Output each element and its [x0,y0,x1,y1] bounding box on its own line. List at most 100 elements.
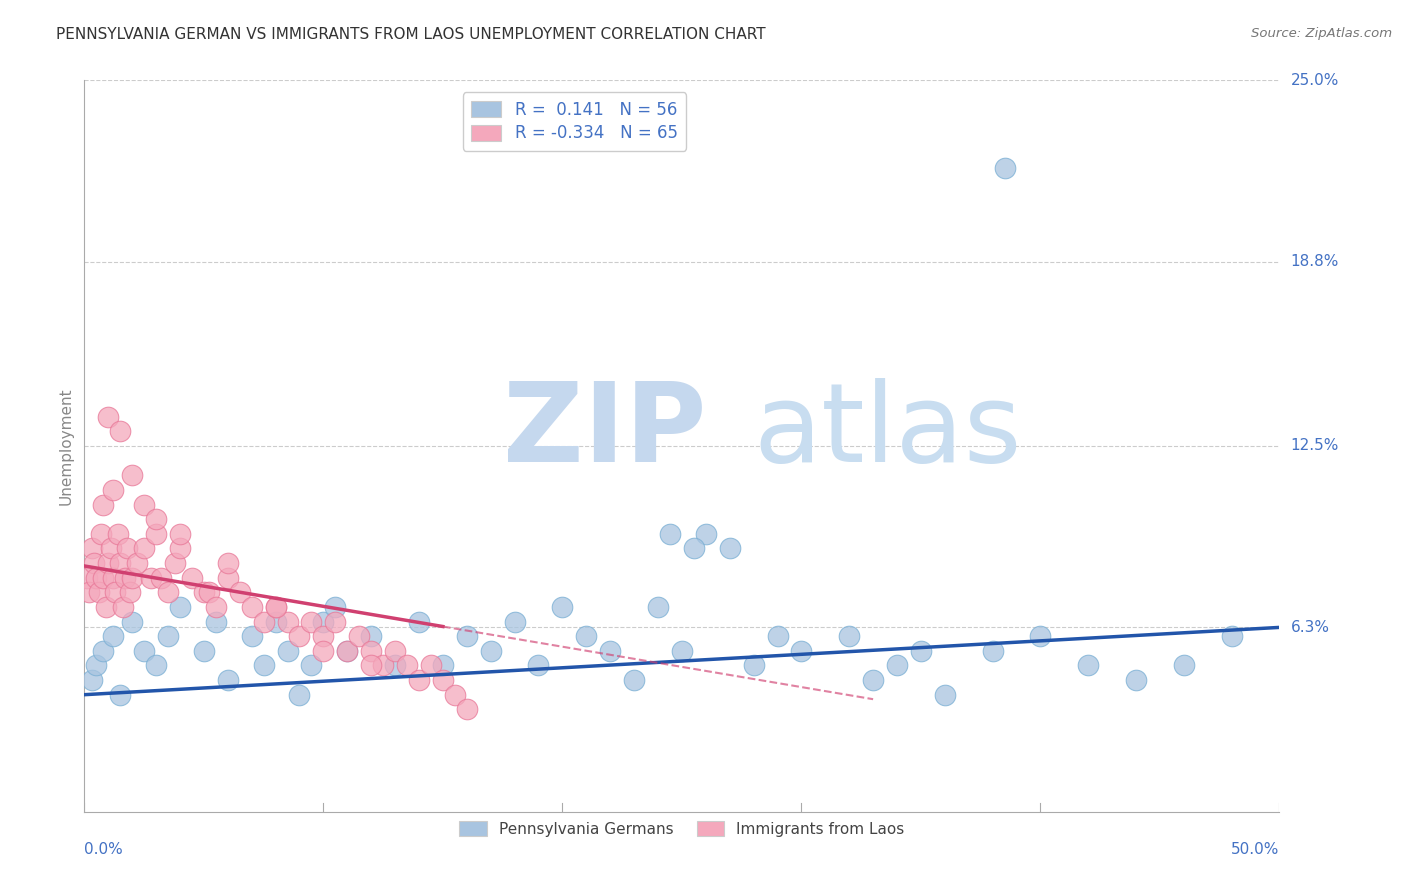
Point [107,526,129,541]
Legend: Pennsylvania Germans, Immigrants from Laos: Pennsylvania Germans, Immigrants from La… [451,814,912,845]
Point [551,599,574,614]
Point [288,629,311,643]
Point [1173,658,1195,673]
Text: 50.0%: 50.0% [1232,842,1279,857]
Point [193,644,215,658]
Text: Source: ZipAtlas.com: Source: ZipAtlas.com [1251,27,1392,40]
Point [671,644,693,658]
Point [121,468,143,483]
Point [742,658,765,673]
Point [87,585,110,599]
Point [373,658,395,673]
Point [360,629,382,643]
Point [205,599,228,614]
Point [456,702,478,716]
Point [169,599,191,614]
Point [277,615,299,629]
Point [141,571,163,585]
Point [695,526,717,541]
Point [599,644,621,658]
Point [100,541,122,556]
Point [104,585,127,599]
Point [181,571,204,585]
Point [240,629,263,643]
Point [336,644,359,658]
Point [90,526,112,541]
Point [93,498,115,512]
Point [253,615,276,629]
Text: PENNSYLVANIA GERMAN VS IMMIGRANTS FROM LAOS UNEMPLOYMENT CORRELATION CHART: PENNSYLVANIA GERMAN VS IMMIGRANTS FROM L… [56,27,766,42]
Point [325,615,347,629]
Point [527,658,550,673]
Point [301,615,323,629]
Point [1077,658,1099,673]
Text: 18.8%: 18.8% [1291,254,1339,269]
Point [336,644,359,658]
Point [264,599,287,614]
Point [623,673,645,687]
Text: 0.0%: 0.0% [84,842,124,857]
Point [503,615,526,629]
Point [312,629,335,643]
Point [408,615,430,629]
Point [264,615,287,629]
Point [93,644,115,658]
Point [360,658,382,673]
Point [121,615,143,629]
Point [77,585,100,599]
Point [456,629,478,643]
Point [994,161,1017,175]
Point [325,599,347,614]
Point [217,556,239,570]
Point [169,526,191,541]
Point [111,599,134,614]
Point [83,556,105,570]
Point [94,599,117,614]
Y-axis label: Unemployment: Unemployment [58,387,73,505]
Point [420,658,443,673]
Point [101,571,124,585]
Point [240,599,263,614]
Point [659,526,682,541]
Point [396,658,419,673]
Point [165,556,187,570]
Point [838,629,860,643]
Point [114,571,136,585]
Point [1220,629,1243,643]
Point [80,541,103,556]
Point [93,571,115,585]
Text: 25.0%: 25.0% [1291,73,1339,87]
Point [217,673,239,687]
Point [132,541,156,556]
Text: ZIP: ZIP [503,378,706,485]
Text: atlas: atlas [754,378,1022,485]
Point [97,409,120,424]
Point [384,644,406,658]
Point [86,658,108,673]
Point [149,571,172,585]
Point [145,526,167,541]
Point [718,541,741,556]
Point [157,629,180,643]
Point [217,571,239,585]
Point [647,599,669,614]
Point [1029,629,1052,643]
Point [110,688,132,702]
Point [264,599,287,614]
Point [193,585,215,599]
Point [121,571,143,585]
Point [683,541,706,556]
Text: 12.5%: 12.5% [1291,439,1339,453]
Point [934,688,956,702]
Point [432,658,454,673]
Point [101,483,124,497]
Point [125,556,148,570]
Point [132,644,156,658]
Point [205,615,228,629]
Point [76,571,98,585]
Point [408,673,430,687]
Point [301,658,323,673]
Point [479,644,502,658]
Point [157,585,180,599]
Point [229,585,252,599]
